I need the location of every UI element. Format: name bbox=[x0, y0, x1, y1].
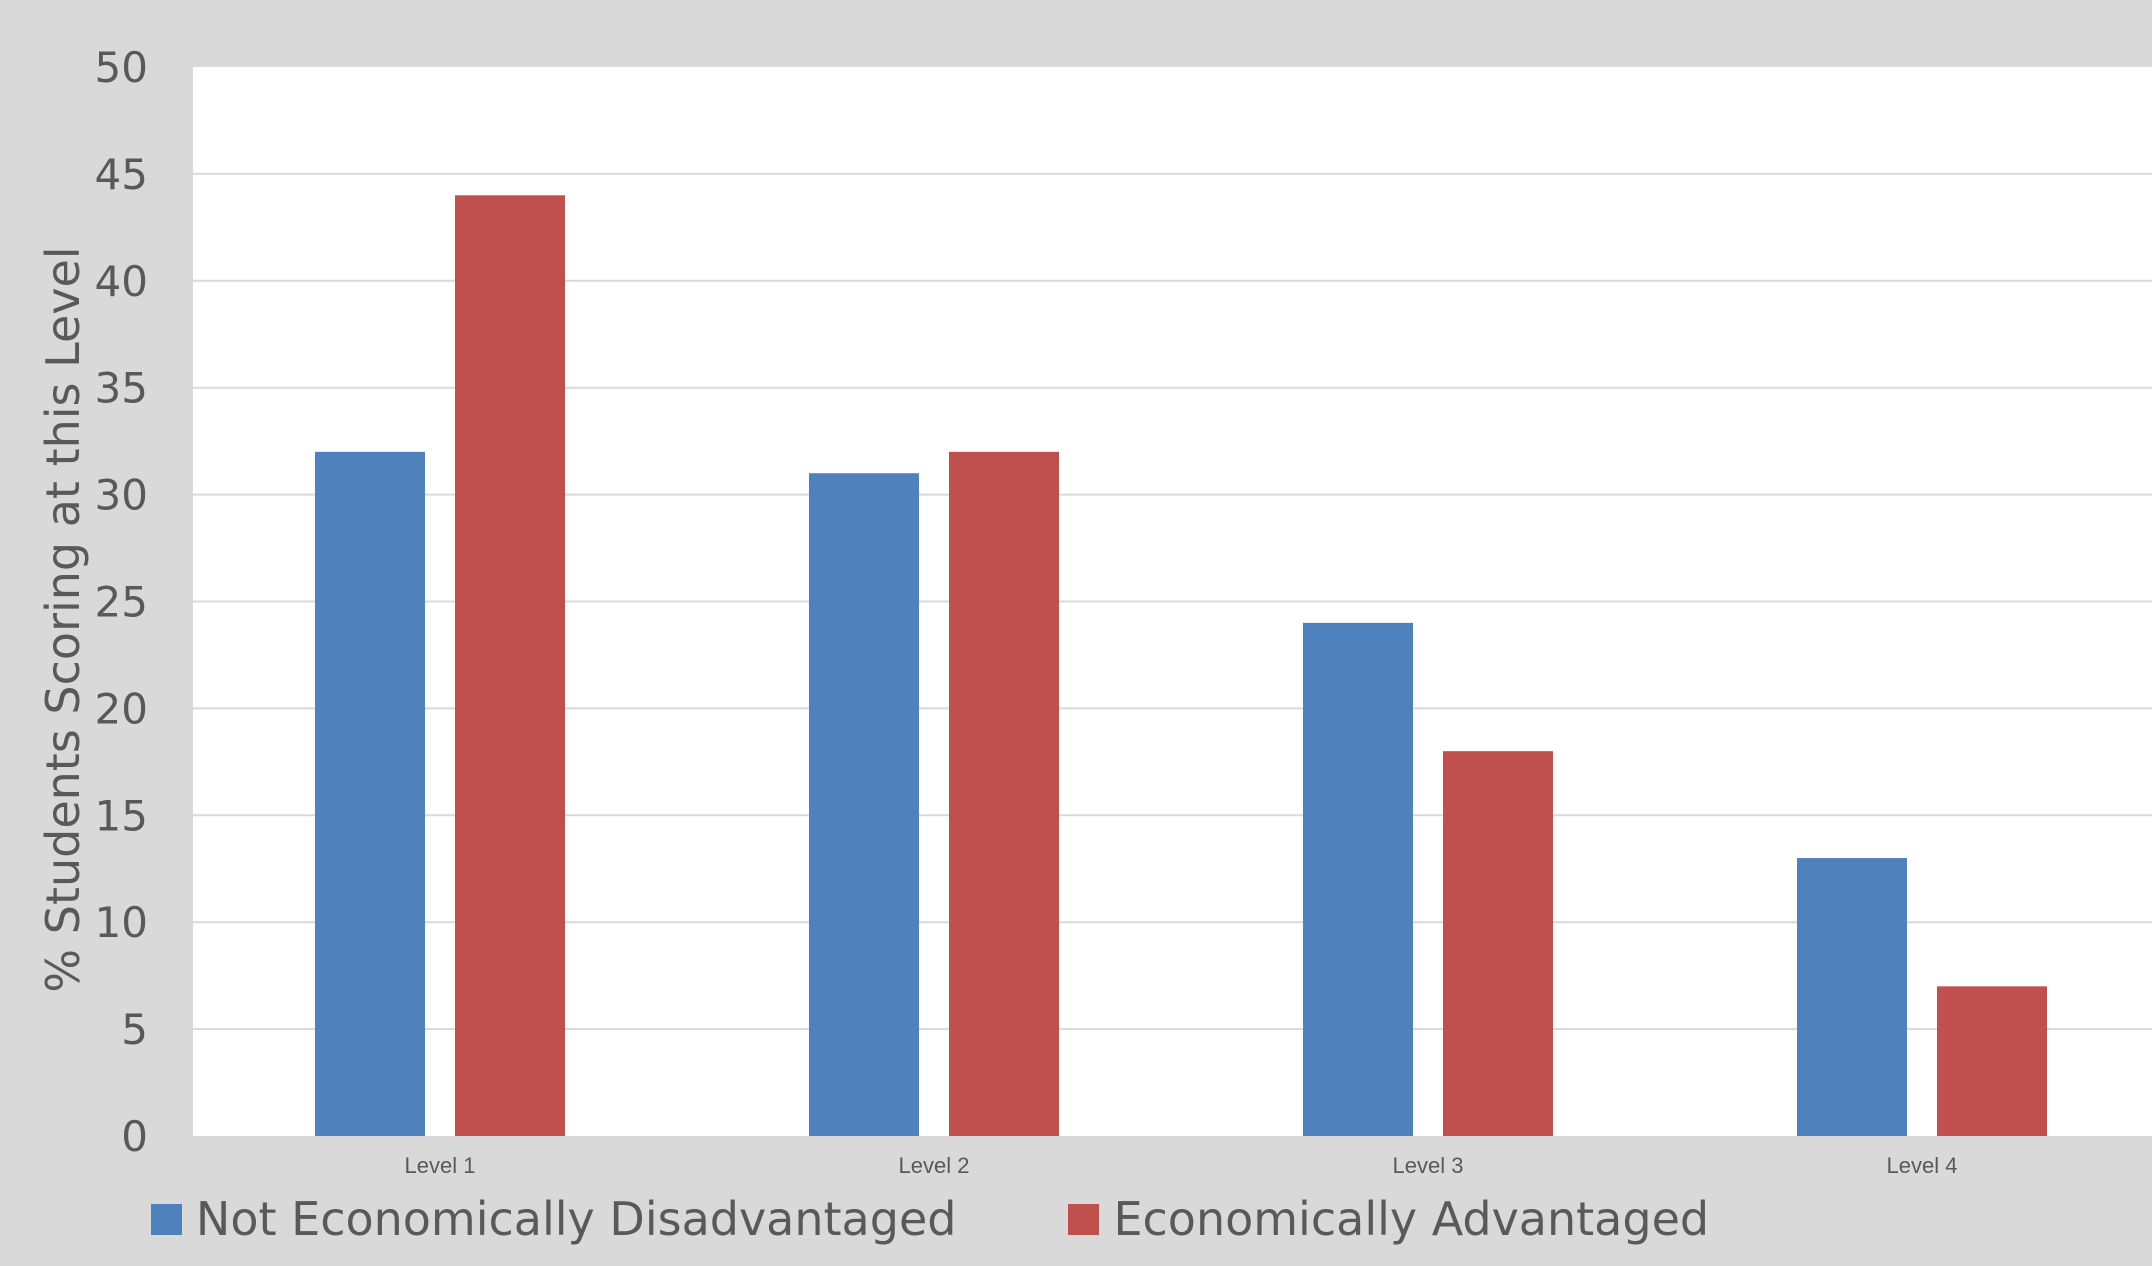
y-tick-label: 40 bbox=[95, 257, 148, 306]
y-tick-label: 30 bbox=[95, 471, 148, 520]
x-tick-label: Level 4 bbox=[1887, 1153, 1958, 1178]
y-tick-label: 10 bbox=[95, 898, 148, 947]
y-tick-label: 15 bbox=[95, 791, 148, 840]
y-tick-label: 45 bbox=[95, 150, 148, 199]
bar-level-1-series-2 bbox=[455, 195, 565, 1136]
y-axis-label: % Students Scoring at this Level bbox=[36, 246, 90, 992]
legend-item-series-2: Economically Advantaged bbox=[1068, 1196, 1709, 1242]
y-tick-label: 20 bbox=[95, 684, 148, 733]
x-tick-label: Level 3 bbox=[1393, 1153, 1464, 1178]
y-tick-label: 50 bbox=[95, 43, 148, 92]
x-tick-label: Level 2 bbox=[899, 1153, 970, 1178]
bar-level-2-series-2 bbox=[949, 451, 1059, 1137]
y-axis-ticks: 0 5 10 15 20 25 30 35 40 45 50 bbox=[95, 43, 148, 1161]
legend: Not Economically Disadvantaged Economica… bbox=[0, 1196, 2006, 1242]
legend-swatch-series-1 bbox=[150, 1203, 182, 1235]
bar-level-3-series-1 bbox=[1303, 622, 1413, 1136]
y-tick-label: 5 bbox=[121, 1005, 148, 1054]
y-tick-label: 0 bbox=[121, 1112, 148, 1161]
legend-swatch-series-2 bbox=[1068, 1203, 1100, 1235]
x-tick-label: Level 1 bbox=[405, 1153, 476, 1178]
legend-item-series-1: Not Economically Disadvantaged bbox=[150, 1192, 957, 1246]
y-tick-label: 35 bbox=[95, 364, 148, 413]
legend-label-series-1: Not Economically Disadvantaged bbox=[195, 1192, 957, 1246]
bars bbox=[315, 195, 2047, 1137]
bar-level-4-series-1 bbox=[1797, 858, 1907, 1136]
legend-label-series-2: Economically Advantaged bbox=[1113, 1192, 1710, 1246]
x-axis-ticks: Level 1 Level 2 Level 3 Level 4 bbox=[405, 1153, 1958, 1178]
bar-level-3-series-2 bbox=[1443, 751, 1553, 1136]
bar-level-1-series-1 bbox=[315, 451, 425, 1137]
bar-level-4-series-2 bbox=[1937, 986, 2047, 1136]
y-tick-label: 25 bbox=[95, 578, 148, 627]
bar-level-2-series-1 bbox=[809, 473, 919, 1137]
